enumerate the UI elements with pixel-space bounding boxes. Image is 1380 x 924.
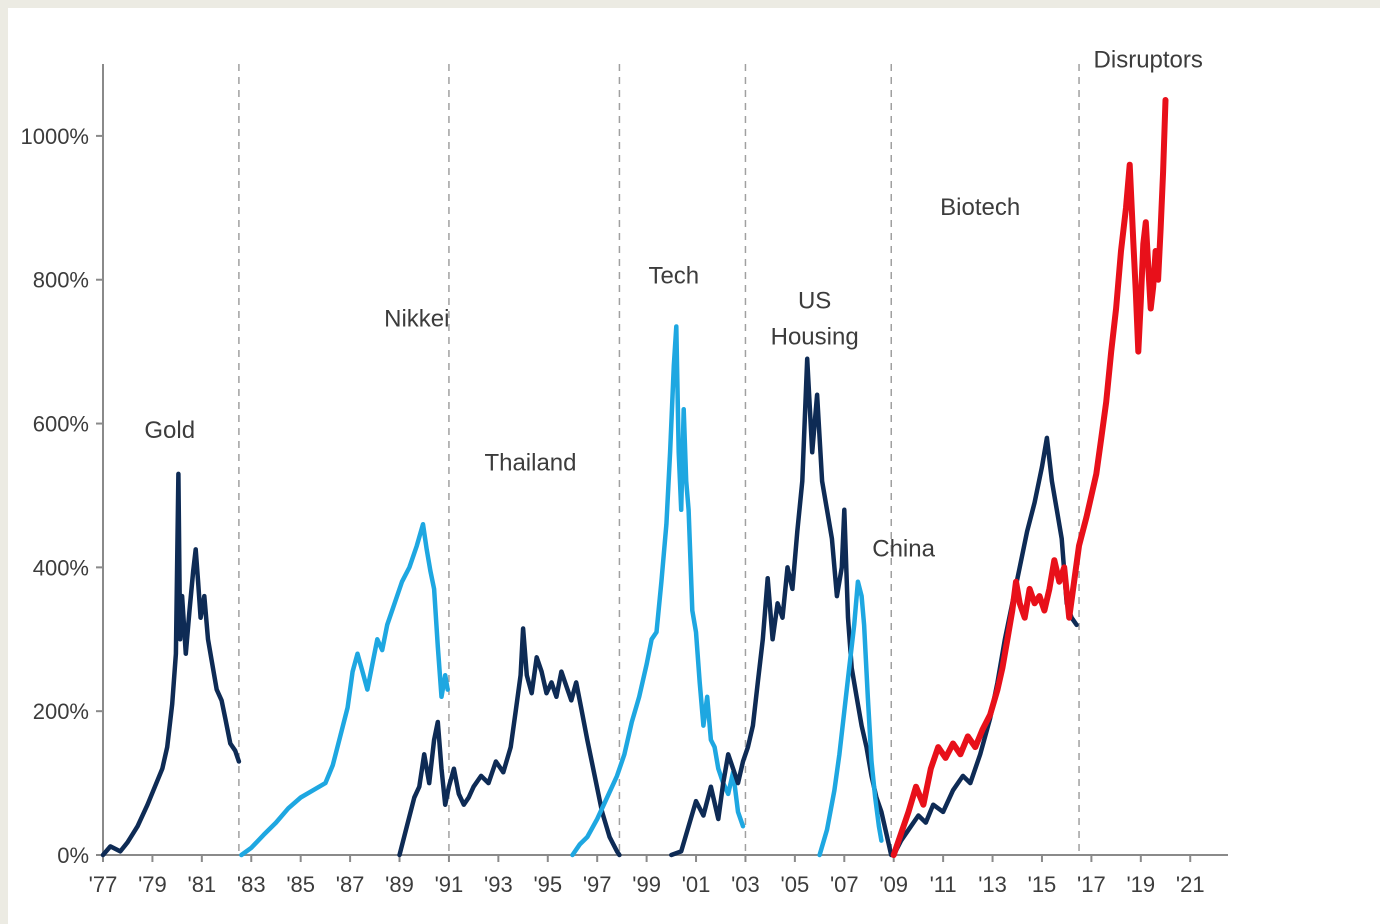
x-tick-label: '77 — [89, 872, 118, 897]
x-tick-label: '01 — [682, 872, 711, 897]
x-tick-label: '85 — [286, 872, 315, 897]
bubble-label: Thailand — [484, 449, 576, 476]
line-chart: 0%200%400%600%800%1000% '77'79'81'83'85 '… — [20, 47, 1228, 897]
x-tick-label: '21 — [1176, 872, 1205, 897]
x-tick-label: '87 — [336, 872, 365, 897]
x-tick-label: '13 — [978, 872, 1007, 897]
period-dividers — [238, 64, 1080, 855]
series-line-2 — [397, 626, 622, 858]
x-tick-label: '91 — [435, 872, 464, 897]
x-tick-label: '89 — [385, 872, 414, 897]
x-tick-label: '79 — [138, 872, 167, 897]
x-tick-label: '17 — [1077, 872, 1106, 897]
y-tick-label: 1000% — [20, 124, 89, 149]
bubble-label: Housing — [771, 323, 859, 350]
y-tick-label: 400% — [33, 555, 89, 580]
bubble-label: Gold — [144, 417, 195, 444]
x-tick-label: '07 — [830, 872, 859, 897]
bubble-labels: Gold Nikkei Thailand Tech US Housing China Biot… — [144, 47, 1203, 563]
x-tick-label: '93 — [484, 872, 513, 897]
series-line-4 — [669, 356, 894, 858]
chart-frame: 0% 200% 400% 600% 800% 1000% '77'79'81'83'85 '… — [8, 8, 1380, 924]
x-tick-label: '11 — [930, 872, 957, 897]
y-tick-label: 0% — [57, 843, 89, 868]
x-tick-label: '97 — [583, 872, 612, 897]
y-tick-label: 600% — [33, 412, 89, 437]
x-tick-label: '99 — [632, 872, 661, 897]
series-line-7 — [890, 97, 1169, 858]
x-axis-ticks: '77 '79 '81 '83 '85 '87 '89 '91 '93 '95 '97 '99 '01 '… — [89, 855, 1205, 897]
x-tick-label: '15 — [1028, 872, 1057, 897]
bubble-label: Disruptors — [1094, 47, 1203, 74]
x-tick-label: '05 — [781, 872, 810, 897]
bubble-label: China — [872, 536, 935, 563]
x-tick-label: '81 — [188, 872, 217, 897]
x-tick-label: '19 — [1126, 872, 1155, 897]
bubble-label: US — [798, 287, 831, 314]
series-line-5 — [817, 579, 884, 858]
y-tick-label: 200% — [33, 699, 89, 724]
bubble-label: Tech — [648, 262, 699, 289]
y-axis-ticks: 0% 200% 400% 600% 800% 1000% — [20, 124, 103, 868]
series-lines — [100, 97, 1169, 858]
series-line-1 — [239, 521, 450, 858]
axes — [102, 64, 1228, 856]
x-tick-label: '09 — [879, 872, 908, 897]
y-tick-label: 800% — [33, 268, 89, 293]
series-line-0 — [100, 471, 242, 858]
x-tick-label: '83 — [237, 872, 266, 897]
x-tick-label: '95 — [533, 872, 562, 897]
x-tick-label: '03 — [731, 872, 760, 897]
bubble-label: Biotech — [940, 194, 1020, 221]
series-line-3 — [570, 324, 746, 858]
bubble-label: Nikkei — [384, 305, 449, 332]
